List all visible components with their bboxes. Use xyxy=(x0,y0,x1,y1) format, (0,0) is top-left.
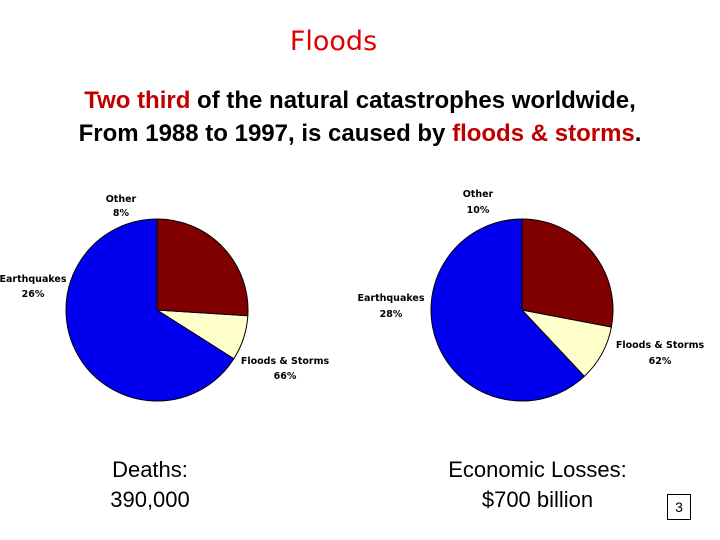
pie-losses-label-other: Other xyxy=(463,189,494,200)
slide-title: Floods xyxy=(289,26,378,57)
caption-losses-label: Economic Losses: xyxy=(448,457,627,482)
pie-losses-slice-earthquakes xyxy=(521,218,614,328)
pie-deaths-label-other: Other xyxy=(106,194,137,205)
pie-losses-slice-floods-storms xyxy=(430,218,585,402)
caption-economic-losses: Economic Losses: $700 billion xyxy=(400,455,675,515)
subtitle-line-1: Two third of the natural catastrophes wo… xyxy=(0,84,720,117)
pie-losses-value-earthquakes: 28% xyxy=(380,309,403,320)
pie-chart-economic-losses: Floods & Storms 62% Earthquakes 28% Othe… xyxy=(357,189,705,402)
page-number: 3 xyxy=(667,494,691,520)
pie-deaths-label-earthquakes: Earthquakes xyxy=(0,274,67,285)
pie-losses-label-floods: Floods & Storms xyxy=(616,340,705,351)
subtitle-line-2-end: . xyxy=(634,120,642,147)
caption-losses-value: $700 billion xyxy=(481,487,594,512)
pie-deaths-label-floods: Floods & Storms xyxy=(241,356,330,367)
caption-deaths-label: Deaths: xyxy=(112,457,188,482)
subtitle-line-2: From 1988 to 1997, is caused by floods &… xyxy=(0,117,720,150)
pie-losses-value-other: 10% xyxy=(467,205,490,216)
slide-subtitle: Two third of the natural catastrophes wo… xyxy=(0,84,720,150)
pie-deaths-slice-floods-storms xyxy=(65,218,235,402)
pie-losses-label-earthquakes: Earthquakes xyxy=(357,293,424,304)
pie-deaths-value-earthquakes: 26% xyxy=(22,289,45,300)
pie-chart-deaths: Floods & Storms 66% Earthquakes 26% Othe… xyxy=(0,194,330,402)
pie-deaths-value-floods: 66% xyxy=(274,371,297,382)
subtitle-highlight-floods-storms: floods & storms xyxy=(452,120,635,147)
pie-deaths-value-other: 8% xyxy=(113,208,130,219)
caption-deaths-value: 390,000 xyxy=(110,487,190,512)
subtitle-line-1-text: of the natural catastrophes worldwide, xyxy=(190,87,636,114)
pie-deaths-slice-earthquakes xyxy=(156,218,249,317)
subtitle-line-2-text: From 1988 to 1997, is caused by xyxy=(78,120,453,147)
subtitle-highlight-two-third: Two third xyxy=(84,87,191,114)
caption-deaths: Deaths: 390,000 xyxy=(60,455,240,515)
pie-losses-value-floods: 62% xyxy=(649,356,672,367)
